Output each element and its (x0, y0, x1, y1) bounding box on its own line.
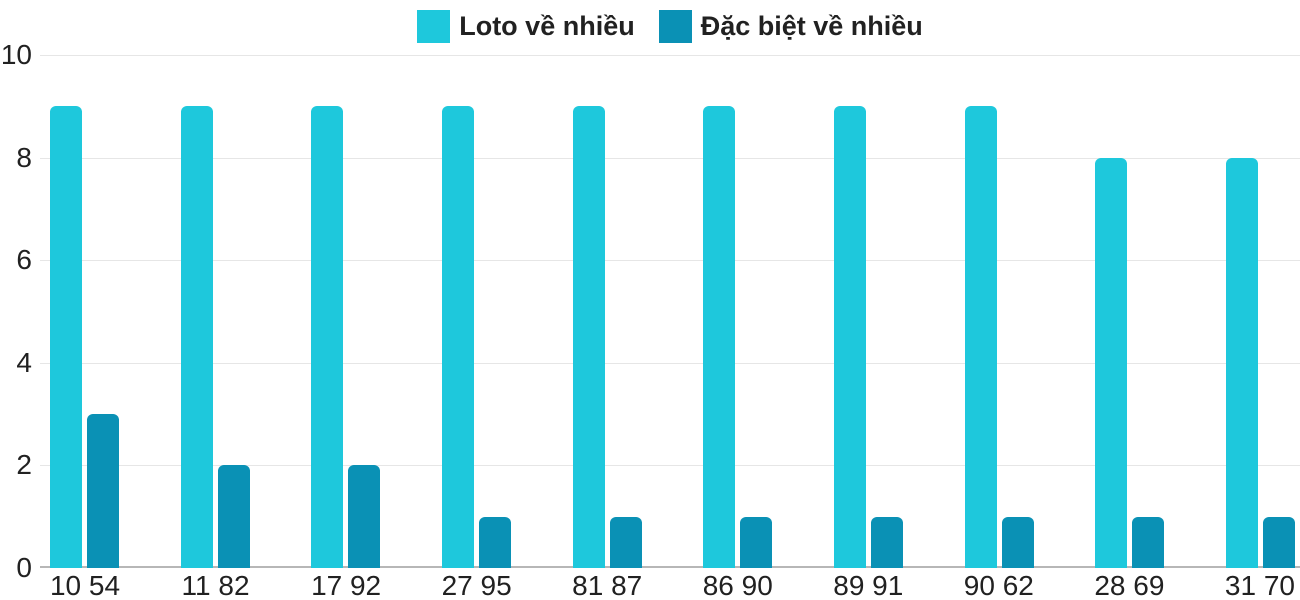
legend-item-0: Loto về nhiều (417, 10, 635, 43)
bar-series0-10-54 (50, 106, 82, 568)
y-tick-label-0: 0 (16, 552, 32, 583)
bar-series1-86-90 (740, 517, 773, 568)
gridline-6 (40, 260, 1300, 262)
legend-swatch-icon (658, 10, 692, 43)
bar-series0-31-70 (1225, 158, 1258, 568)
y-tick-label-8: 8 (16, 141, 32, 173)
x-tick-label-86-90: 86 90 (702, 570, 773, 600)
bar-group-11-82 (180, 106, 250, 568)
x-tick-label-81-87: 81 87 (572, 570, 643, 600)
bar-group-17-92 (311, 106, 381, 568)
x-tick-label-17-92: 17 92 (311, 570, 382, 600)
chart-legend: Loto về nhiều Đặc biệt về nhiều (40, 10, 1300, 43)
y-tick-label-2: 2 (16, 449, 32, 481)
bar-series1-90-62 (1001, 517, 1034, 568)
y-tick-label-4: 4 (16, 346, 32, 378)
legend-label: Loto về nhiều (459, 11, 635, 41)
bar-series0-11-82 (180, 106, 213, 568)
x-tick-label-31-70: 31 70 (1224, 570, 1295, 600)
bar-series0-86-90 (703, 106, 736, 568)
bar-group-81-87 (572, 106, 642, 568)
bar-series0-90-62 (964, 106, 997, 568)
x-axis-labels: 10 54 11 82 17 92 27 95 81 87 86 90 89 91 90 62… (50, 572, 1295, 600)
gridline-8 (40, 157, 1300, 159)
bar-group-10-54 (50, 106, 119, 568)
legend-item-1: Đặc biệt về nhiều (658, 10, 923, 43)
bar-series0-28-69 (1095, 158, 1128, 568)
x-tick-label-10-54: 10 54 (49, 570, 121, 600)
bar-group-90-62 (964, 106, 1034, 568)
bar-series1-10-54 (87, 414, 119, 568)
bar-series0-27-95 (441, 106, 474, 568)
bar-series1-28-69 (1132, 517, 1165, 568)
legend-swatch-icon (417, 10, 451, 43)
bars-area (50, 55, 1295, 568)
bar-group-31-70 (1225, 158, 1295, 568)
x-tick-label-90-62: 90 62 (963, 570, 1034, 600)
y-tick-label-6: 6 (16, 244, 32, 276)
bar-series0-89-91 (833, 106, 866, 568)
gridline-10 (40, 55, 1300, 56)
y-tick-label-10: 10 (0, 39, 32, 70)
bar-series1-11-82 (217, 465, 250, 568)
bar-group-27-95 (441, 106, 511, 568)
bar-series1-17-92 (348, 465, 381, 568)
x-tick-label-89-91: 89 91 (833, 570, 904, 600)
bar-series0-81-87 (572, 106, 605, 568)
x-tick-label-11-82: 11 82 (181, 570, 250, 600)
bar-group-28-69 (1095, 158, 1165, 568)
bar-series0-17-92 (311, 106, 344, 568)
gridline-4 (40, 362, 1300, 364)
legend-label: Đặc biệt về nhiều (700, 11, 923, 41)
bar-group-86-90 (703, 106, 773, 568)
gridline-2 (40, 465, 1300, 467)
x-axis-baseline (40, 566, 1300, 568)
bar-series1-27-95 (478, 517, 511, 568)
x-tick-label-28-69: 28 69 (1094, 570, 1165, 600)
bar-group-89-91 (833, 106, 903, 568)
x-tick-label-27-95: 27 95 (441, 570, 512, 600)
bar-series1-31-70 (1262, 517, 1295, 568)
bar-series1-89-91 (870, 517, 903, 568)
bar-series1-81-87 (609, 517, 642, 568)
